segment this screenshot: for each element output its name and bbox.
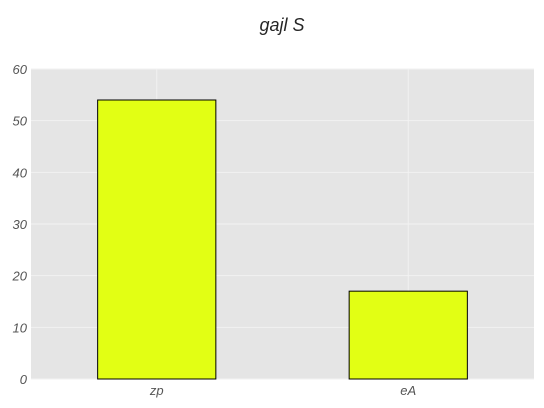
x-tick-label: zp [149, 383, 164, 398]
y-axis-ticks: 0 10 20 30 40 50 60 [12, 62, 28, 387]
chart-title: gajl S [259, 15, 305, 35]
y-tick-label: 30 [13, 217, 28, 232]
bars [97, 99, 468, 380]
x-tick-label: eA [400, 383, 416, 398]
x-axis-ticks: zp eA [149, 383, 416, 398]
y-tick-label: 0 [20, 372, 28, 387]
bar-zp [97, 99, 217, 380]
y-tick-label: 40 [13, 165, 28, 180]
y-tick-label: 60 [13, 62, 28, 77]
y-tick-label: 50 [13, 114, 28, 129]
y-tick-label: 20 [12, 269, 28, 284]
bar-eA [348, 290, 468, 380]
y-tick-label: 10 [13, 320, 28, 335]
